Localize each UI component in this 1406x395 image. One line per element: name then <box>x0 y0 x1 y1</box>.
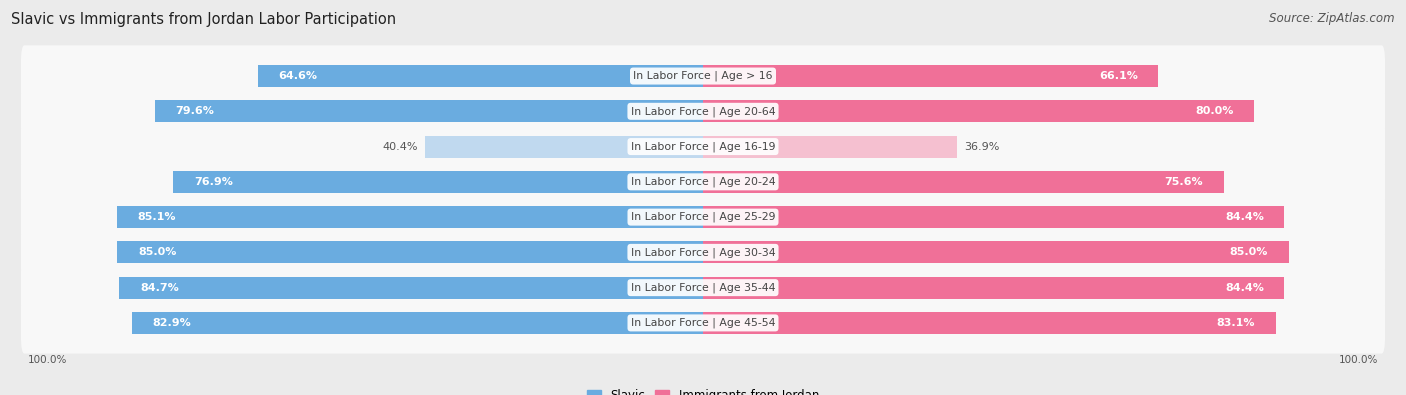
Text: 85.0%: 85.0% <box>138 247 176 258</box>
Legend: Slavic, Immigrants from Jordan: Slavic, Immigrants from Jordan <box>582 384 824 395</box>
Text: 84.4%: 84.4% <box>1225 283 1264 293</box>
Text: 79.6%: 79.6% <box>176 106 214 116</box>
FancyBboxPatch shape <box>21 292 1385 354</box>
Text: In Labor Force | Age 30-34: In Labor Force | Age 30-34 <box>631 247 775 258</box>
FancyBboxPatch shape <box>21 116 1385 177</box>
Bar <box>117 206 703 228</box>
FancyBboxPatch shape <box>21 222 1385 283</box>
Text: 100.0%: 100.0% <box>1339 355 1378 365</box>
FancyBboxPatch shape <box>21 81 1385 142</box>
Text: In Labor Force | Age 16-19: In Labor Force | Age 16-19 <box>631 141 775 152</box>
Text: In Labor Force | Age 20-64: In Labor Force | Age 20-64 <box>631 106 775 117</box>
Bar <box>703 277 1285 299</box>
Text: In Labor Force | Age 20-24: In Labor Force | Age 20-24 <box>631 177 775 187</box>
Text: 84.7%: 84.7% <box>141 283 179 293</box>
Bar <box>173 171 703 193</box>
Text: In Labor Force | Age > 16: In Labor Force | Age > 16 <box>633 71 773 81</box>
FancyBboxPatch shape <box>21 45 1385 107</box>
Text: In Labor Force | Age 35-44: In Labor Force | Age 35-44 <box>631 282 775 293</box>
FancyBboxPatch shape <box>21 257 1385 318</box>
Bar <box>703 100 1254 122</box>
Text: 85.0%: 85.0% <box>1230 247 1268 258</box>
Bar <box>117 241 703 263</box>
Bar <box>155 100 703 122</box>
Text: 83.1%: 83.1% <box>1216 318 1254 328</box>
Text: 76.9%: 76.9% <box>194 177 233 187</box>
Text: 80.0%: 80.0% <box>1195 106 1233 116</box>
Text: 85.1%: 85.1% <box>138 212 176 222</box>
Text: 84.4%: 84.4% <box>1225 212 1264 222</box>
Text: Source: ZipAtlas.com: Source: ZipAtlas.com <box>1270 12 1395 25</box>
Bar <box>703 241 1289 263</box>
Text: 66.1%: 66.1% <box>1099 71 1137 81</box>
FancyBboxPatch shape <box>21 151 1385 213</box>
Text: 40.4%: 40.4% <box>382 141 418 152</box>
Text: In Labor Force | Age 25-29: In Labor Force | Age 25-29 <box>631 212 775 222</box>
Bar <box>703 65 1159 87</box>
Bar <box>257 65 703 87</box>
Bar <box>132 312 703 334</box>
Text: 36.9%: 36.9% <box>965 141 1000 152</box>
Bar <box>425 135 703 158</box>
Text: 100.0%: 100.0% <box>28 355 67 365</box>
Text: 64.6%: 64.6% <box>278 71 318 81</box>
Text: 75.6%: 75.6% <box>1164 177 1204 187</box>
Text: Slavic vs Immigrants from Jordan Labor Participation: Slavic vs Immigrants from Jordan Labor P… <box>11 12 396 27</box>
Bar <box>703 312 1275 334</box>
FancyBboxPatch shape <box>21 186 1385 248</box>
Bar <box>703 135 957 158</box>
Bar <box>703 206 1285 228</box>
Text: 82.9%: 82.9% <box>152 318 191 328</box>
Bar <box>703 171 1223 193</box>
Text: In Labor Force | Age 45-54: In Labor Force | Age 45-54 <box>631 318 775 328</box>
Bar <box>120 277 703 299</box>
